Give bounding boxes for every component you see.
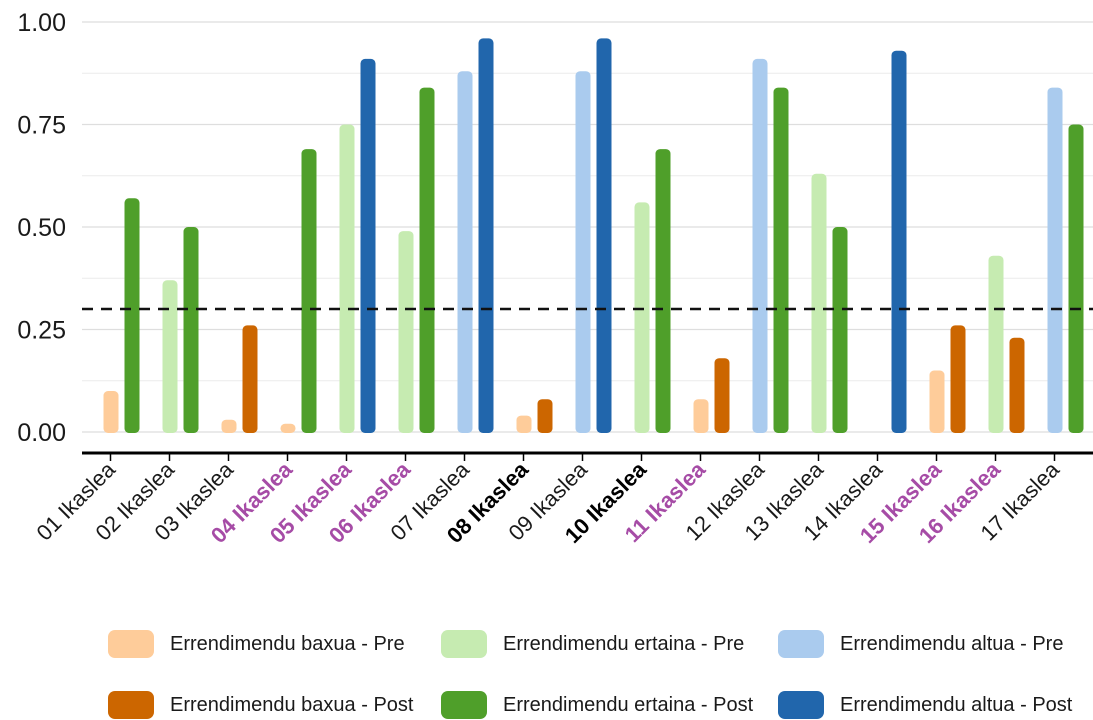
bar-altua-pre [1047, 87, 1063, 433]
legend-swatch [441, 630, 487, 658]
legend-label: Errendimendu baxua - Pre [170, 632, 405, 655]
bar-ertaina-post [124, 198, 140, 433]
bar-ertaina-post [183, 227, 199, 433]
bar-baxua-pre [221, 419, 237, 433]
legend-item-baxua-pre: Errendimendu baxua - Pre [108, 629, 405, 659]
bar-altua-pre [752, 58, 768, 434]
legend-item-altua-pre: Errendimendu altua - Pre [778, 629, 1063, 659]
bar-baxua-post [1009, 337, 1025, 433]
bar-baxua-post [537, 399, 553, 433]
legend-swatch [778, 630, 824, 658]
legend-label: Errendimendu altua - Pre [840, 632, 1064, 655]
bars [103, 38, 1084, 434]
legend-swatch [441, 691, 487, 719]
y-tick-label: 0.50 [17, 214, 66, 242]
legend-item-ertaina-post: Errendimendu ertaina - Post [441, 690, 753, 720]
bar-ertaina-post [1068, 124, 1084, 433]
bar-altua-post [891, 50, 907, 433]
legend-label: Errendimendu ertaina - Post [503, 693, 754, 716]
legend-item-altua-post: Errendimendu altua - Post [778, 690, 1072, 720]
bar-baxua-pre [103, 391, 119, 433]
bar-ertaina-post [419, 87, 435, 433]
legend-swatch [778, 691, 824, 719]
bar-baxua-pre [280, 423, 296, 433]
legend-swatch [108, 691, 154, 719]
y-tick-label: 0.25 [17, 317, 66, 345]
bar-baxua-pre [693, 399, 709, 433]
bar-baxua-post [714, 358, 730, 433]
y-tick-label: 0.75 [17, 112, 66, 140]
legend-label: Errendimendu ertaina - Pre [503, 632, 745, 655]
bar-altua-post [478, 38, 494, 434]
bar-altua-pre [575, 71, 591, 433]
bar-altua-pre [457, 71, 473, 433]
bar-ertaina-pre [162, 280, 178, 433]
legend-swatch [108, 630, 154, 658]
y-tick-label: 0.00 [17, 419, 66, 447]
bar-ertaina-pre [398, 231, 414, 433]
bar-ertaina-post [832, 227, 848, 433]
legend-item-baxua-post: Errendimendu baxua - Post [108, 690, 413, 720]
bar-ertaina-pre [339, 124, 355, 433]
y-tick-label: 1.00 [17, 9, 66, 37]
bar-baxua-post [242, 325, 258, 433]
bar-baxua-pre [516, 415, 532, 433]
legend: Errendimendu baxua - Pre Errendimendu ert… [108, 626, 1093, 720]
bar-ertaina-pre [811, 173, 827, 433]
bar-altua-post [596, 38, 612, 434]
bar-baxua-pre [929, 370, 945, 433]
y-axis: 0.00 0.25 0.50 0.75 1.00 [17, 9, 66, 447]
bar-ertaina-post [655, 149, 671, 433]
bar-ertaina-post [773, 87, 789, 433]
legend-item-ertaina-pre: Errendimendu ertaina - Pre [441, 629, 744, 659]
bar-ertaina-pre [634, 202, 650, 433]
bar-baxua-post [950, 325, 966, 433]
legend-label: Errendimendu altua - Post [840, 693, 1073, 716]
bar-ertaina-post [301, 149, 317, 433]
legend-label: Errendimendu baxua - Post [170, 693, 414, 716]
bar-altua-post [360, 58, 376, 434]
bar-ertaina-pre [988, 255, 1004, 433]
